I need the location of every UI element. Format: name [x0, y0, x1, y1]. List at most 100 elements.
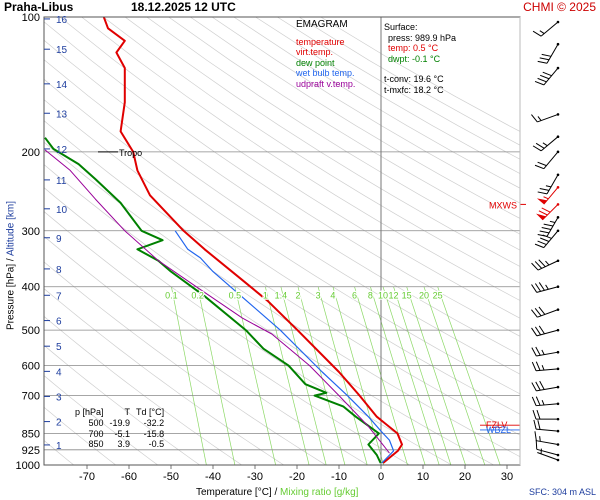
series-wet-bulb-temp [174, 230, 395, 464]
table-cell: 3.9 [117, 439, 131, 450]
mixing-ratio-line [423, 286, 486, 465]
wind-barb-flag [534, 431, 537, 441]
wind-barb-station [556, 150, 560, 154]
wind-barb-station [556, 229, 560, 233]
mixing-ratio-label: 15 [402, 291, 412, 301]
pressure-gridlines [44, 151, 520, 451]
wind-barb-staff [546, 174, 559, 195]
mixing-ratio-label: 25 [433, 291, 443, 301]
legend-item-virt-temp: virt.temp. [296, 47, 334, 58]
mixing-ratio-label: 6 [352, 291, 357, 301]
pressure-tick-label: 300 [22, 226, 40, 238]
mixing-ratio-line [382, 286, 440, 465]
x-axis-label-sep: / [274, 487, 278, 498]
wind-barb-staff [540, 21, 559, 37]
wind-barb-station [556, 385, 560, 389]
wind-barb-flag [539, 230, 550, 234]
mixing-ratio-label: 2 [295, 291, 300, 301]
mixing-ratio-label: 12 [389, 291, 399, 301]
wind-barb-station [556, 203, 560, 206]
freezing-level-label: FZLV [486, 420, 507, 430]
altitude-tick-label: 10 [56, 205, 68, 216]
surface-heading: Surface: [384, 22, 418, 32]
wind-barb-half-flag [541, 349, 545, 355]
mixing-ratio-line [264, 286, 310, 465]
pressure-tick-label: 1000 [16, 460, 40, 472]
wind-barb-flag [535, 361, 541, 371]
mixing-ratio-line [393, 286, 452, 465]
altitude-tick-label: 4 [56, 367, 62, 378]
wind-barb-staff [543, 151, 559, 170]
temperature-tick-label: -20 [289, 471, 305, 483]
temperature-tick-label: -30 [247, 471, 263, 483]
wind-barb-station [556, 367, 560, 371]
altitude-tick-label: 7 [56, 291, 62, 302]
wind-barb-flag [532, 409, 537, 420]
wind-barb-half-flag [545, 185, 552, 188]
wind-barb-flag [537, 191, 548, 195]
mixing-ratio-label: 4 [330, 291, 335, 301]
altitude-tick-label: 6 [56, 317, 62, 328]
temperature-tick-label: 20 [459, 471, 471, 483]
wind-barb [531, 396, 560, 407]
mixing-ratio-line [406, 286, 466, 465]
wind-barb-flag [543, 223, 554, 227]
altitude-tick-label: 2 [56, 418, 62, 429]
wind-barb-station [556, 42, 560, 46]
temperature-tick-label: 30 [501, 471, 513, 483]
wind-barb-station [556, 429, 560, 433]
wind-barb-flag [535, 396, 541, 406]
wind-barb-flag [537, 420, 541, 430]
wind-barb-flag [535, 381, 541, 391]
y-axis-label: Pressure [hPa] / Altitude [km] [6, 191, 17, 341]
pressure-tick-label: 700 [22, 391, 40, 403]
wind-barb-station [556, 453, 560, 457]
wind-barb-staff [536, 440, 559, 445]
surface-press: press: 989.9 hPa [388, 32, 457, 43]
wind-barb-station [556, 402, 560, 406]
wind-barb-flag [538, 210, 548, 216]
wind-barb [532, 135, 560, 152]
altitude-tick-label: 12 [56, 145, 68, 156]
wind-barb-station [556, 135, 560, 138]
pressure-tick-label: 200 [22, 147, 40, 159]
wind-barb-half-flag [539, 30, 545, 34]
wind-barb-flag [535, 142, 545, 149]
mixing-ratio-label: 20 [419, 291, 429, 301]
mixing-ratio-label: 0.5 [229, 291, 242, 301]
pressure-table: p [hPa] T Td [°C] 500 -19.9 -32.2 700 -5… [72, 407, 167, 450]
wind-barb-station [556, 328, 560, 332]
altitude-tick-label: 1 [56, 441, 62, 452]
wind-barb-half-flag [545, 284, 549, 290]
wind-barb-station [556, 216, 560, 219]
altitude-tick-label: 11 [56, 176, 67, 187]
wind-barb-flag [533, 419, 537, 430]
dry-adiabat [44, 21, 520, 337]
mixing-ratio-label: 1 [263, 291, 268, 301]
dry-adiabat [44, 78, 520, 395]
wind-barb-flag [537, 77, 547, 83]
wind-barb-flag [534, 80, 545, 86]
mixing-ratio-label: 0.1 [165, 291, 178, 301]
wind-barb-station [556, 20, 560, 24]
wind-barb [536, 203, 560, 221]
wind-barb-flag [538, 282, 545, 291]
wind-barb-flag [541, 53, 552, 57]
wind-barb-half-flag [541, 399, 545, 406]
y-axis-label-pressure: Pressure [hPa] [5, 263, 17, 330]
wind-barb-station [556, 285, 560, 289]
wind-barb-flag [538, 325, 545, 335]
table-header-td: Td [°C] [136, 407, 165, 417]
wind-barb-flag [538, 306, 546, 315]
altitude-tick-label: 3 [56, 392, 62, 403]
wind-barb [534, 150, 560, 170]
wind-barb [531, 259, 560, 271]
x-axis-label-mixing: Mixing ratio [g/kg] [280, 487, 359, 498]
mixing-ratio-line [297, 286, 346, 465]
wind-barb [531, 113, 560, 123]
wind-barb-staff [536, 448, 559, 456]
mxws-label: MXWS [489, 200, 517, 210]
wind-barb [534, 431, 560, 446]
